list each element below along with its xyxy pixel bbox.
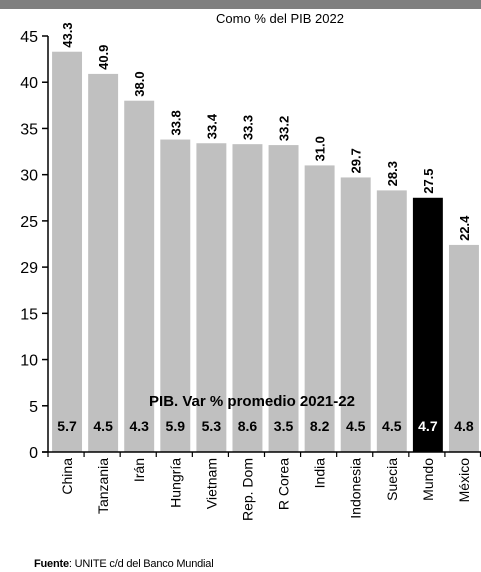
x-tick-label: Mundo [420,458,436,501]
x-tick-label: Suecia [384,458,400,501]
y-tick-label: 29 [20,260,38,277]
chart-title: Como % del PIB 2022 [216,11,344,26]
x-tick-label: Vietnam [203,458,219,509]
bar [304,165,335,452]
x-tick-label: India [312,458,328,489]
x-tick-label: R Corea [276,458,292,510]
secondary-value-label: 4.3 [129,418,149,434]
source-label: Fuente [34,558,69,570]
secondary-value-label: 4.7 [418,418,438,434]
bar-value-label: 40.9 [96,45,111,70]
source-text: : UNITE c/d del Banco Mundial [68,558,214,570]
secondary-value-label: 4.5 [93,418,113,434]
secondary-value-label: 3.5 [274,418,294,434]
bar-value-label: 33.3 [240,115,255,140]
bar [412,197,443,452]
x-tick-label: México [456,458,472,503]
secondary-value-label: 5.3 [202,418,222,434]
y-tick-label: 15 [20,306,38,323]
y-tick-label: 35 [20,121,38,138]
x-tick-label: Tanzania [95,458,111,514]
x-axis: China Tanzania Irán Hungría Vietnam Rep. Dom R… [42,451,481,521]
bar-value-label: 33.2 [277,116,292,141]
bar [340,177,371,452]
x-tick-label: Irán [131,458,147,482]
y-tick-label: 45 [20,29,38,46]
bar [52,51,83,453]
y-tick-label: 25 [20,214,38,231]
header-bar [0,0,481,9]
bar-value-label: 27.5 [421,168,436,193]
y-tick-label: 5 [29,399,38,416]
bar-value-label: 31.0 [313,136,328,161]
secondary-series-label: PIB. Var % promedio 2021-22 [149,393,355,410]
secondary-value-label: 8.2 [310,418,330,434]
bar [376,190,407,453]
y-axis: 0 5 10 15 29 25 30 35 40 45 [20,29,49,462]
bar [160,139,191,452]
y-tick-label: 10 [20,353,38,370]
source-note: Fuente: UNITE c/d del Banco Mundial [34,558,214,570]
bar-value-label: 38.0 [132,71,147,96]
bar [232,144,263,452]
secondary-value-label: 4.5 [382,418,402,434]
secondary-value-label: 8.6 [238,418,258,434]
secondary-value-label: 4.5 [346,418,366,434]
secondary-value-label: 5.9 [166,418,186,434]
y-tick-label: 0 [29,445,38,462]
y-tick-label: 40 [20,75,38,92]
bar-value-label: 22.4 [457,215,472,241]
bar [268,145,299,452]
bar [88,73,119,452]
bar [196,143,227,453]
secondary-value-label: 4.8 [454,418,474,434]
bar-value-label: 28.3 [385,161,400,186]
bar-value-label: 43.3 [60,22,75,47]
bars-group: 43.3 5.7 40.9 4.5 38.0 4.3 33.8 5.9 33.4 5.3 33.3 8… [52,22,479,453]
x-tick-label: Rep. Dom [239,458,255,521]
bar-value-label: 33.4 [204,113,219,139]
x-tick-label: Hungría [167,458,183,508]
bar [124,100,155,452]
x-tick-label: Indonesia [348,458,364,519]
bar [448,244,479,452]
y-tick-label: 30 [20,168,38,185]
x-tick-label: China [59,458,75,495]
bar-value-label: 33.8 [168,110,183,135]
bar-value-label: 29.7 [349,148,364,173]
secondary-value-label: 5.7 [57,418,77,434]
